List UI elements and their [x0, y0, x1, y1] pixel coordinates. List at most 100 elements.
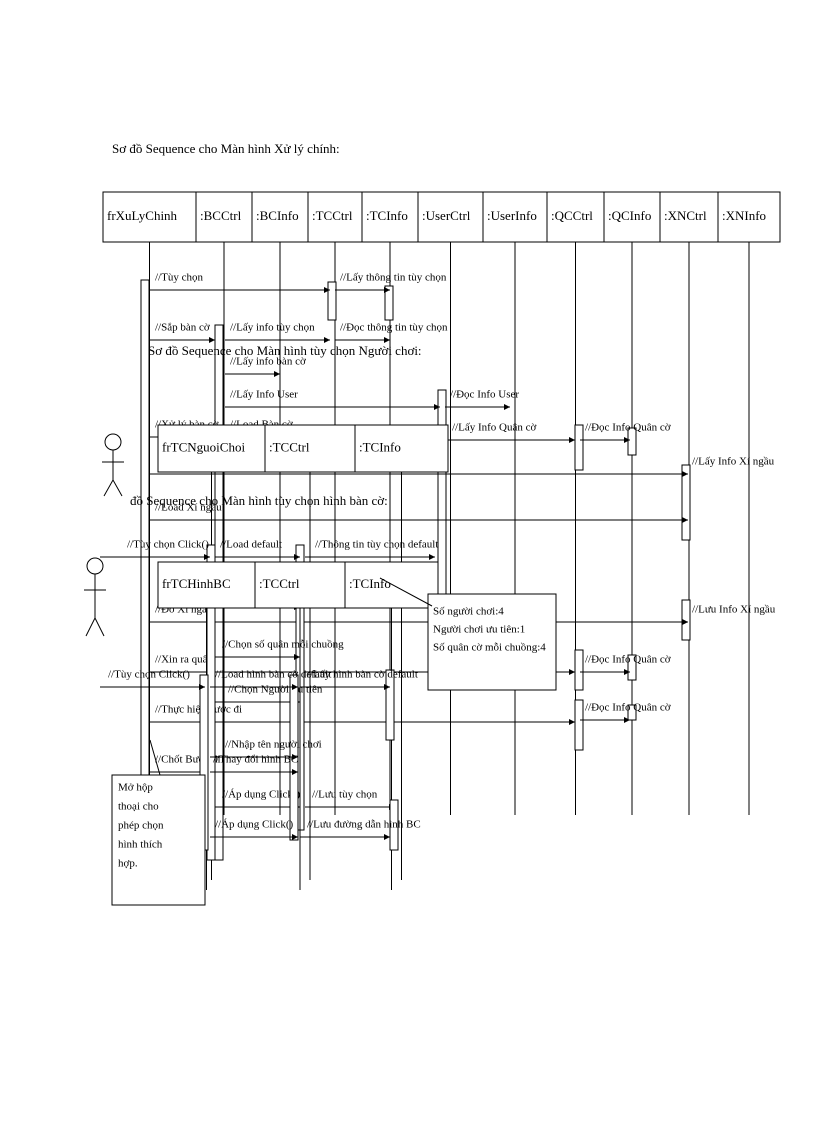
- message-label: //Tùy chọn Click(): [127, 539, 209, 551]
- object-name: :QCInfo: [608, 208, 651, 223]
- object-name: :QCCtrl: [551, 208, 593, 223]
- note-text: Mở hộp: [118, 782, 153, 794]
- activation: [574, 699, 584, 751]
- message-label: //Tùy chọn Click(): [108, 669, 190, 681]
- activation: [327, 281, 337, 321]
- message-label: //Load hình bàn cờ default: [215, 669, 331, 681]
- arrow-head: [624, 669, 630, 675]
- arrow-head: [682, 471, 688, 477]
- note-text: phép chọn: [118, 820, 164, 832]
- message-label: //Load Xí ngầu: [155, 502, 222, 514]
- arrow-head: [384, 684, 390, 690]
- message-label: //Chọn số quân mỗi chuồng: [222, 639, 344, 651]
- arrow-head: [682, 517, 688, 523]
- diagram-title: đồ Sequence cho Màn hình tùy chọn hình b…: [130, 493, 388, 508]
- header-box: [157, 561, 439, 609]
- note-text: Người chơi ưu tiên:1: [433, 624, 525, 636]
- message-label: //Load default: [220, 539, 282, 551]
- arrow-head: [209, 337, 215, 343]
- arrow-head: [569, 719, 575, 725]
- activation: [574, 649, 584, 691]
- object-name: :TCCtrl: [269, 439, 310, 454]
- message-label: //Áp dụng Click(): [215, 819, 294, 831]
- note-text: hợp.: [118, 858, 138, 870]
- arrow-head: [624, 437, 630, 443]
- message-label: //Áp dụng Click(): [222, 789, 301, 801]
- object-name: :XNCtrl: [664, 208, 707, 223]
- arrow-head: [294, 554, 300, 560]
- diagram-title: Sơ đồ Sequence cho Màn hình Xử lý chính:: [112, 141, 340, 156]
- message-label: //Thông tin tùy chọn default: [315, 539, 438, 551]
- object-name: frTCNguoiChoi: [162, 439, 245, 454]
- arrow-head: [292, 684, 298, 690]
- message-label: //Đọc Info Quân cờ: [585, 702, 671, 714]
- message-label: //Tùy chọn: [155, 272, 203, 284]
- arrow-head: [274, 371, 280, 377]
- activation: [574, 424, 584, 471]
- object-name: :TCCtrl: [259, 576, 300, 591]
- message-label: //Thay đổi hình BC: [213, 754, 298, 766]
- arrow-head: [504, 404, 510, 410]
- arrow-head: [292, 769, 298, 775]
- actors: [84, 433, 124, 637]
- message-label: //Nhập tên người chơi: [225, 739, 322, 751]
- diagram-title: Sơ đồ Sequence cho Màn hình tùy chọn Ngư…: [148, 343, 422, 358]
- message-label: //Lưu Info Xí ngầu: [692, 604, 776, 616]
- arrow-head: [384, 287, 390, 293]
- message-label: //Lấy Info Xí ngầu: [692, 456, 775, 468]
- arrow-head: [624, 717, 630, 723]
- message-label: //Đọc Info Quân cờ: [585, 654, 671, 666]
- arrow-head: [434, 404, 440, 410]
- arrow-head: [292, 754, 298, 760]
- arrow-head: [294, 654, 300, 660]
- arrow-head: [569, 669, 575, 675]
- message-label: //Lấy info tùy chọn: [230, 322, 315, 334]
- object-name: :BCCtrl: [200, 208, 242, 223]
- message-label: //Lưu tùy chọn: [312, 789, 378, 801]
- note-text: Số quân cờ mỗi chuồng:4: [433, 642, 546, 654]
- object-name: :UserInfo: [487, 208, 537, 223]
- note-text: Số người chơi:4: [433, 606, 504, 618]
- note-text: thoại cho: [118, 801, 159, 813]
- activation: [627, 654, 637, 681]
- message-label: //Lưu đường dẫn hình BC: [307, 819, 421, 831]
- note-text: hình thích: [118, 839, 163, 851]
- message-label: //Chọn Người ưu tiên: [228, 684, 323, 696]
- arrow-head: [384, 337, 390, 343]
- message-label: //Lấy info bàn cờ: [230, 356, 306, 368]
- arrow-head: [682, 619, 688, 625]
- arrow-head: [569, 437, 575, 443]
- message-label: //Sắp bàn cờ: [155, 322, 210, 334]
- arrow-head: [292, 834, 298, 840]
- arrow-head: [429, 554, 435, 560]
- message-label: //Đọc thông tin tùy chọn: [340, 322, 448, 334]
- object-name: :XNInfo: [722, 208, 766, 223]
- arrow-head: [204, 554, 210, 560]
- note: [427, 593, 557, 691]
- note: [111, 774, 206, 906]
- arrow-head: [384, 834, 390, 840]
- message-label: //Thực hiện nước đi: [155, 704, 242, 716]
- object-name: :TCInfo: [349, 576, 391, 591]
- arrow-head: [199, 684, 205, 690]
- arrow-head: [324, 337, 330, 343]
- object-name: :TCInfo: [366, 208, 408, 223]
- activation: [627, 427, 637, 456]
- object-name: :UserCtrl: [422, 208, 471, 223]
- object-name: :BCInfo: [256, 208, 299, 223]
- message-label: //Xin ra quân: [155, 654, 214, 666]
- activation: [389, 799, 399, 851]
- activation: [627, 704, 637, 721]
- note-link: [149, 739, 161, 776]
- object-name: :TCCtrl: [312, 208, 353, 223]
- activation: [384, 285, 394, 321]
- message-label: //Đọc Info Quân cờ: [585, 422, 671, 434]
- arrow-head: [324, 287, 330, 293]
- activation: [385, 669, 395, 741]
- message-label: //Lấy thông tin tùy chọn: [340, 272, 447, 284]
- object-name: :TCInfo: [359, 439, 401, 454]
- object-name: frXuLyChinh: [107, 208, 178, 223]
- note-link: [379, 577, 433, 607]
